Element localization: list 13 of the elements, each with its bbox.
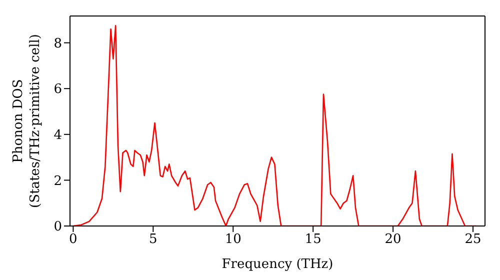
x-tick-label: 5 xyxy=(149,232,158,248)
x-axis-title: Frequency (THz) xyxy=(222,257,334,272)
y-tick-label: 8 xyxy=(54,36,62,52)
x-tick-label: 15 xyxy=(304,232,322,248)
x-tick-label: 25 xyxy=(464,232,482,248)
y-tick-label: 6 xyxy=(54,82,62,98)
x-tick-label: 10 xyxy=(224,232,242,248)
y-axis-title: Phonon DOS (States/THz·primitive cell) xyxy=(11,34,43,208)
y-tick-label: 4 xyxy=(54,128,62,144)
x-tick-label: 20 xyxy=(384,232,402,248)
y-tick-label: 2 xyxy=(54,174,62,189)
y-tick-label: 0 xyxy=(54,220,62,235)
x-tick-label: 0 xyxy=(69,232,78,248)
